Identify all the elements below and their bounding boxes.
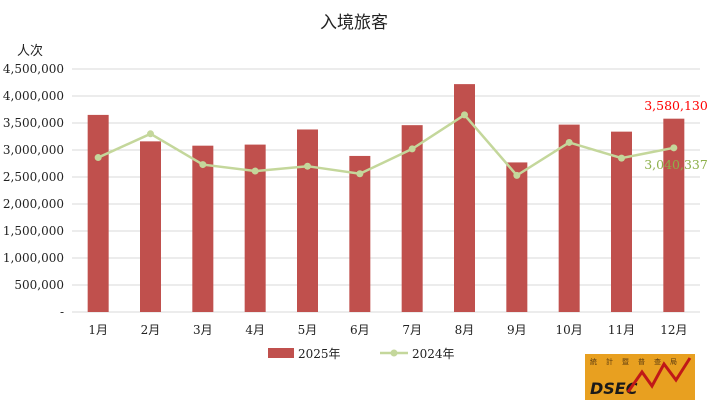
point-2024 bbox=[618, 154, 625, 162]
point-2024 bbox=[513, 171, 521, 179]
data-annotations: 3,580,130 3,040,337 bbox=[644, 98, 708, 172]
y-tick-label: - bbox=[60, 305, 64, 319]
bar-2025 bbox=[87, 114, 109, 313]
x-tick-label: 9月 bbox=[507, 323, 527, 337]
y-tick-label: 2,000,000 bbox=[3, 197, 64, 211]
x-tick-label: 11月 bbox=[608, 323, 635, 337]
data-label-2025-dec: 3,580,130 bbox=[644, 98, 708, 113]
point-2024 bbox=[94, 154, 102, 162]
logo-glyph: 統 bbox=[590, 357, 597, 366]
legend-label-2024: 2024年 bbox=[412, 347, 455, 361]
x-tick-label: 7月 bbox=[402, 323, 422, 337]
point-2024 bbox=[356, 170, 364, 178]
bar-2025 bbox=[401, 125, 423, 312]
bar-2025 bbox=[140, 141, 161, 312]
point-2024 bbox=[670, 144, 678, 152]
y-tick-label: 1,500,000 bbox=[3, 224, 64, 238]
point-2024 bbox=[251, 167, 259, 175]
y-tick-label: 2,500,000 bbox=[3, 170, 64, 184]
legend: 2025年 2024年 bbox=[268, 347, 455, 361]
bar-2025 bbox=[297, 129, 318, 312]
bar-2025 bbox=[349, 155, 371, 312]
line-2024 bbox=[94, 111, 678, 179]
data-label-2024-dec: 3,040,337 bbox=[644, 157, 708, 172]
bar-2025 bbox=[663, 118, 685, 313]
logo-glyphs: 統計 暨 普查 局 bbox=[590, 357, 677, 366]
legend-label-2025: 2025年 bbox=[298, 347, 341, 361]
x-tick-label: 4月 bbox=[245, 323, 265, 337]
legend-swatch-2024-marker bbox=[390, 349, 398, 357]
dsec-logo: 統計 暨 普查 局 DSEC bbox=[585, 354, 695, 400]
x-axis-ticks: 1月 2月 3月 4月 5月 6月 7月 8月 9月 10月 11月 12月 bbox=[88, 323, 687, 337]
x-tick-label: 12月 bbox=[660, 323, 687, 337]
bar-2025 bbox=[611, 131, 632, 312]
point-2024 bbox=[147, 130, 154, 138]
x-tick-label: 2月 bbox=[141, 323, 161, 337]
y-axis-ticks: - 500,000 1,000,000 1,500,000 2,000,000 2,500… bbox=[3, 62, 64, 319]
x-tick-label: 3月 bbox=[193, 323, 213, 337]
point-2024 bbox=[199, 161, 207, 169]
x-tick-label: 5月 bbox=[298, 323, 318, 337]
bars-2025 bbox=[87, 84, 685, 313]
bar-2025 bbox=[192, 145, 214, 312]
y-tick-label: 3,500,000 bbox=[3, 116, 64, 130]
logo-zigzag-mark bbox=[626, 357, 692, 393]
bar-2025 bbox=[244, 144, 266, 312]
point-2024 bbox=[304, 162, 311, 170]
bar-2025 bbox=[454, 84, 475, 313]
point-2024 bbox=[565, 138, 573, 146]
logo-glyph: 查 bbox=[654, 357, 661, 366]
point-2024 bbox=[408, 145, 416, 153]
chart-title: 入境旅客 bbox=[320, 13, 388, 33]
y-tick-label: 3,000,000 bbox=[3, 143, 64, 157]
gridlines bbox=[72, 68, 700, 313]
bar-2025 bbox=[506, 162, 528, 312]
y-tick-label: 1,000,000 bbox=[3, 251, 64, 265]
logo-glyph: 普 bbox=[638, 357, 645, 366]
x-tick-label: 10月 bbox=[556, 323, 583, 337]
x-tick-label: 6月 bbox=[350, 323, 370, 337]
y-axis-unit-label: 人次 bbox=[17, 43, 43, 59]
x-tick-label: 8月 bbox=[455, 323, 475, 337]
point-2024 bbox=[461, 111, 468, 119]
bar-2025 bbox=[558, 124, 580, 313]
logo-glyph: 局 bbox=[670, 358, 677, 366]
x-tick-label: 1月 bbox=[88, 323, 108, 337]
y-tick-label: 4,000,000 bbox=[3, 89, 64, 103]
legend-swatch-2025 bbox=[268, 348, 294, 358]
line-2024-path bbox=[97, 113, 675, 178]
logo-text: DSEC bbox=[590, 379, 638, 398]
y-tick-label: 500,000 bbox=[14, 278, 64, 292]
logo-glyph: 暨 bbox=[622, 358, 629, 366]
logo-glyph: 計 bbox=[606, 357, 613, 366]
y-tick-label: 4,500,000 bbox=[3, 62, 64, 76]
